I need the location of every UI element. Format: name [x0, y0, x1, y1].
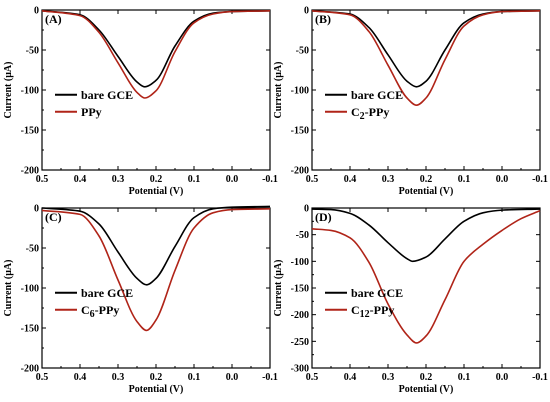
x-tick-label: 0.5	[36, 174, 49, 185]
y-tick-label: -50	[296, 230, 309, 241]
y-tick-label: -100	[291, 257, 309, 268]
y-tick-label: -200	[291, 166, 309, 177]
x-tick-label: 0.4	[344, 174, 357, 185]
x-axis-label: Potential (V)	[129, 186, 184, 197]
x-tick-label: 0.5	[306, 174, 319, 185]
panel-label: (A)	[45, 12, 62, 26]
y-tick-label: -200	[21, 166, 39, 177]
y-tick-label: -100	[291, 86, 309, 97]
legend-label: bare GCE	[81, 88, 133, 102]
x-tick-label: 0.1	[458, 372, 471, 383]
x-tick-label: 0.0	[226, 174, 239, 185]
y-axis-label: Current (μA)	[3, 260, 14, 317]
y-tick-label: 0	[304, 204, 309, 215]
y-tick-label: -100	[21, 86, 39, 97]
legend-label: bare GCE	[351, 286, 403, 300]
legend-label: bare GCE	[81, 286, 133, 300]
x-axis-label: Potential (V)	[129, 384, 184, 395]
x-tick-label: -0.1	[262, 174, 278, 185]
y-axis-label: Current (μA)	[273, 260, 284, 317]
panel-label: (D)	[315, 210, 332, 224]
panel-label: (C)	[45, 210, 62, 224]
series-line-0	[311, 10, 541, 88]
y-axis-label: Current (μA)	[273, 62, 284, 119]
plot-frame	[311, 207, 541, 369]
y-tick-label: -150	[21, 126, 39, 137]
x-tick-label: 0.4	[74, 174, 87, 185]
y-tick-label: 0	[34, 204, 39, 215]
x-tick-label: 0.5	[306, 372, 319, 383]
series-line-0	[41, 205, 271, 286]
y-tick-label: -150	[291, 284, 309, 295]
x-tick-label: -0.1	[532, 372, 548, 383]
x-tick-label: 0.2	[150, 372, 163, 383]
y-tick-label: -100	[21, 284, 39, 295]
x-tick-label: 0.3	[382, 372, 395, 383]
y-tick-label: -50	[296, 46, 309, 57]
y-tick-label: -150	[291, 126, 309, 137]
x-tick-label: 0.4	[74, 372, 87, 383]
x-tick-label: 0.5	[36, 372, 49, 383]
x-axis-label: Potential (V)	[399, 186, 454, 197]
x-tick-label: 0.2	[420, 372, 433, 383]
x-tick-label: 0.0	[496, 174, 509, 185]
panel-1: 0.5 0.4 0.3 0.2 0.1 0.0 -0.1 0 -50 -100 -150 -200 Po…	[273, 6, 548, 198]
series-line-0	[41, 10, 271, 88]
y-tick-label: -300	[291, 364, 309, 375]
y-tick-label: -50	[26, 244, 39, 255]
plot-frame	[41, 207, 271, 369]
legend-label: C2-PPy	[351, 105, 389, 122]
legend-label: C6-PPy	[81, 303, 119, 320]
x-tick-label: 0.4	[344, 372, 357, 383]
y-tick-label: 0	[304, 6, 309, 17]
plot-frame	[311, 9, 541, 171]
panel-0: 0.5 0.4 0.3 0.2 0.1 0.0 -0.1 0 -50 -100 -150 -200 Po…	[3, 6, 278, 198]
x-tick-label: 0.0	[496, 372, 509, 383]
panel-2: 0.5 0.4 0.3 0.2 0.1 0.0 -0.1 0 -50 -100 -150 -200 Po…	[3, 204, 278, 396]
x-tick-label: 0.1	[188, 174, 201, 185]
legend-label: PPy	[81, 105, 102, 119]
series-line-0	[311, 208, 541, 263]
series-line-1	[311, 10, 541, 106]
y-tick-label: 0	[34, 6, 39, 17]
series-line-1	[41, 208, 271, 332]
x-tick-label: -0.1	[532, 174, 548, 185]
x-tick-label: 0.3	[112, 174, 125, 185]
y-tick-label: -200	[21, 364, 39, 375]
legend-label: C12-PPy	[351, 303, 394, 320]
y-tick-label: -50	[26, 46, 39, 57]
y-axis-label: Current (μA)	[3, 62, 14, 119]
x-tick-label: 0.3	[112, 372, 125, 383]
series-line-1	[311, 209, 541, 344]
x-tick-label: 0.2	[150, 174, 163, 185]
x-tick-label: 0.1	[188, 372, 201, 383]
x-tick-label: 0.3	[382, 174, 395, 185]
x-axis-label: Potential (V)	[399, 384, 454, 395]
x-tick-label: 0.2	[420, 174, 433, 185]
y-tick-label: -250	[291, 337, 309, 348]
legend-label: bare GCE	[351, 88, 403, 102]
panel-3: 0.5 0.4 0.3 0.2 0.1 0.0 -0.1 0 -50 -100 -150 -200 -2…	[273, 204, 548, 396]
panel-label: (B)	[315, 12, 331, 26]
x-tick-label: -0.1	[262, 372, 278, 383]
x-tick-label: 0.0	[226, 372, 239, 383]
y-tick-label: -200	[291, 310, 309, 321]
y-tick-label: -150	[21, 324, 39, 335]
x-tick-label: 0.1	[458, 174, 471, 185]
series-line-1	[41, 10, 271, 99]
